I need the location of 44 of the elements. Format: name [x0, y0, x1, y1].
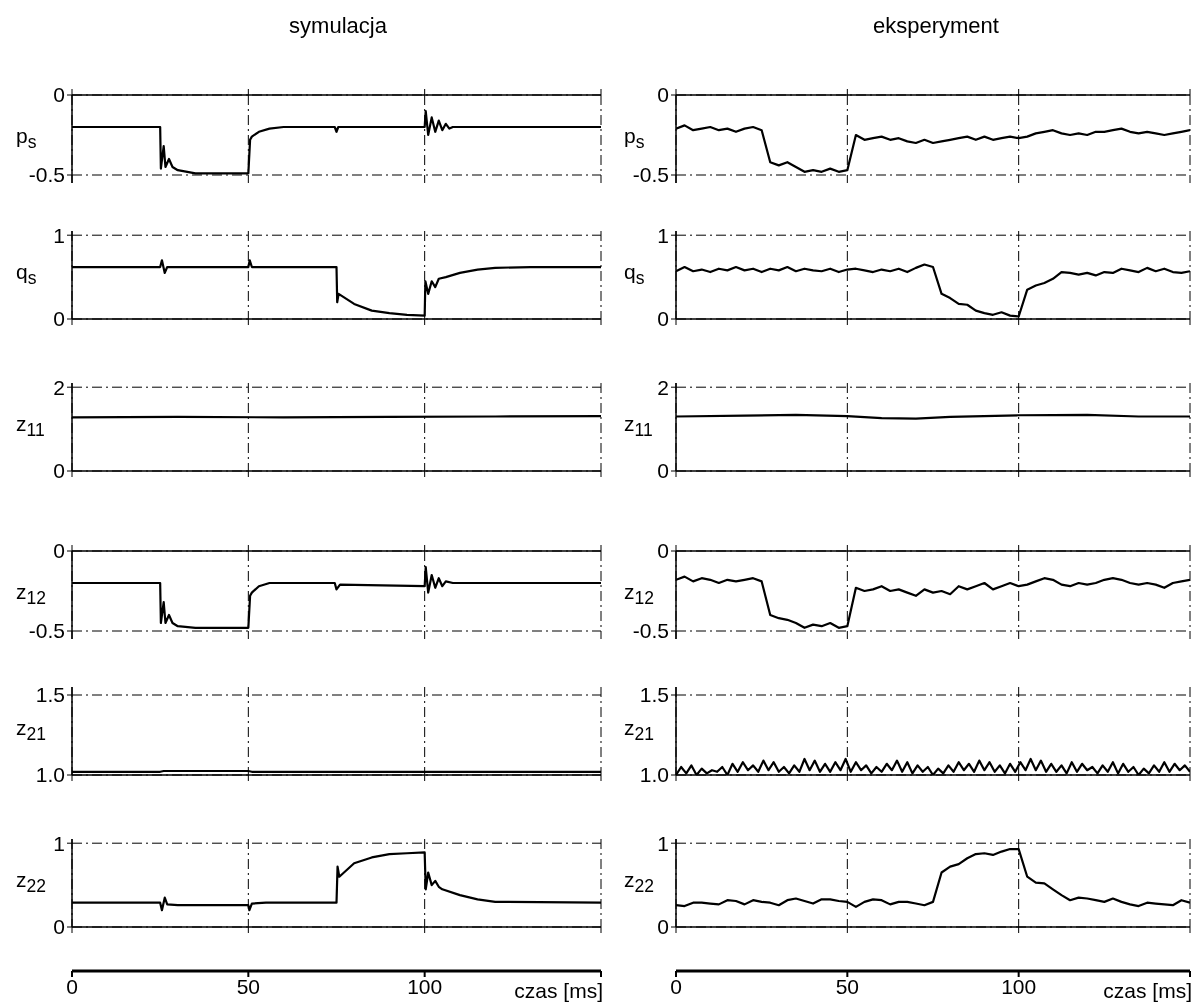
y-axis-title: q$_{s}$: [16, 259, 37, 291]
y-tick-label: -0.5: [632, 619, 669, 643]
x-tick-label: 50: [835, 974, 860, 998]
y-tick-label: 1.0: [639, 763, 669, 787]
y-tick-label: 1: [53, 831, 65, 855]
y-tick-label: -0.5: [28, 163, 65, 187]
y-tick-label: 1.5: [639, 683, 669, 707]
y-axis-title: q$_{s}$: [624, 259, 645, 291]
y-axis-title: z$_{11}$: [624, 411, 653, 443]
y-axis-title: z$_{21}$: [624, 715, 654, 747]
x-tick-label: 100: [1001, 974, 1037, 998]
y-axis-title: z$_{22}$: [624, 867, 654, 899]
y-tick-label: 0: [53, 915, 65, 939]
y-tick-label: 2: [53, 375, 65, 399]
y-tick-label: 0: [53, 83, 65, 107]
y-tick-label: 0: [657, 83, 669, 107]
x-tick-label: 50: [236, 974, 261, 998]
chart-title: symulacja: [288, 13, 388, 39]
x-tick-label: 100: [407, 974, 443, 998]
y-axis-title: z$_{12}$: [624, 579, 654, 611]
y-tick-label: 1.5: [35, 683, 65, 707]
y-tick-label: 0: [657, 459, 669, 483]
y-axis-title: z$_{11}$: [16, 411, 45, 443]
y-tick-label: 0: [53, 459, 65, 483]
y-tick-label: 1.0: [35, 763, 65, 787]
x-axis-title: czas [ms]: [1099, 979, 1192, 1003]
y-axis-title: z$_{22}$: [16, 867, 46, 899]
y-tick-label: 0: [657, 307, 669, 331]
chart-title: eksperyment: [872, 13, 1000, 39]
y-tick-label: 2: [657, 375, 669, 399]
y-axis-title: z$_{21}$: [16, 715, 46, 747]
y-tick-label: 0: [657, 539, 669, 563]
y-axis-title: z$_{12}$: [16, 579, 46, 611]
y-tick-label: 0: [53, 307, 65, 331]
x-axis-title: czas [ms]: [510, 979, 603, 1003]
y-axis-title: p$_{s}$: [624, 123, 645, 155]
y-tick-label: 0: [53, 539, 65, 563]
y-tick-label: 1: [657, 831, 669, 855]
y-tick-label: 1: [657, 223, 669, 247]
y-tick-label: -0.5: [632, 163, 669, 187]
y-tick-label: -0.5: [28, 619, 65, 643]
y-tick-label: 1: [53, 223, 65, 247]
y-tick-label: 0: [657, 915, 669, 939]
y-axis-title: p$_{s}$: [16, 123, 37, 155]
